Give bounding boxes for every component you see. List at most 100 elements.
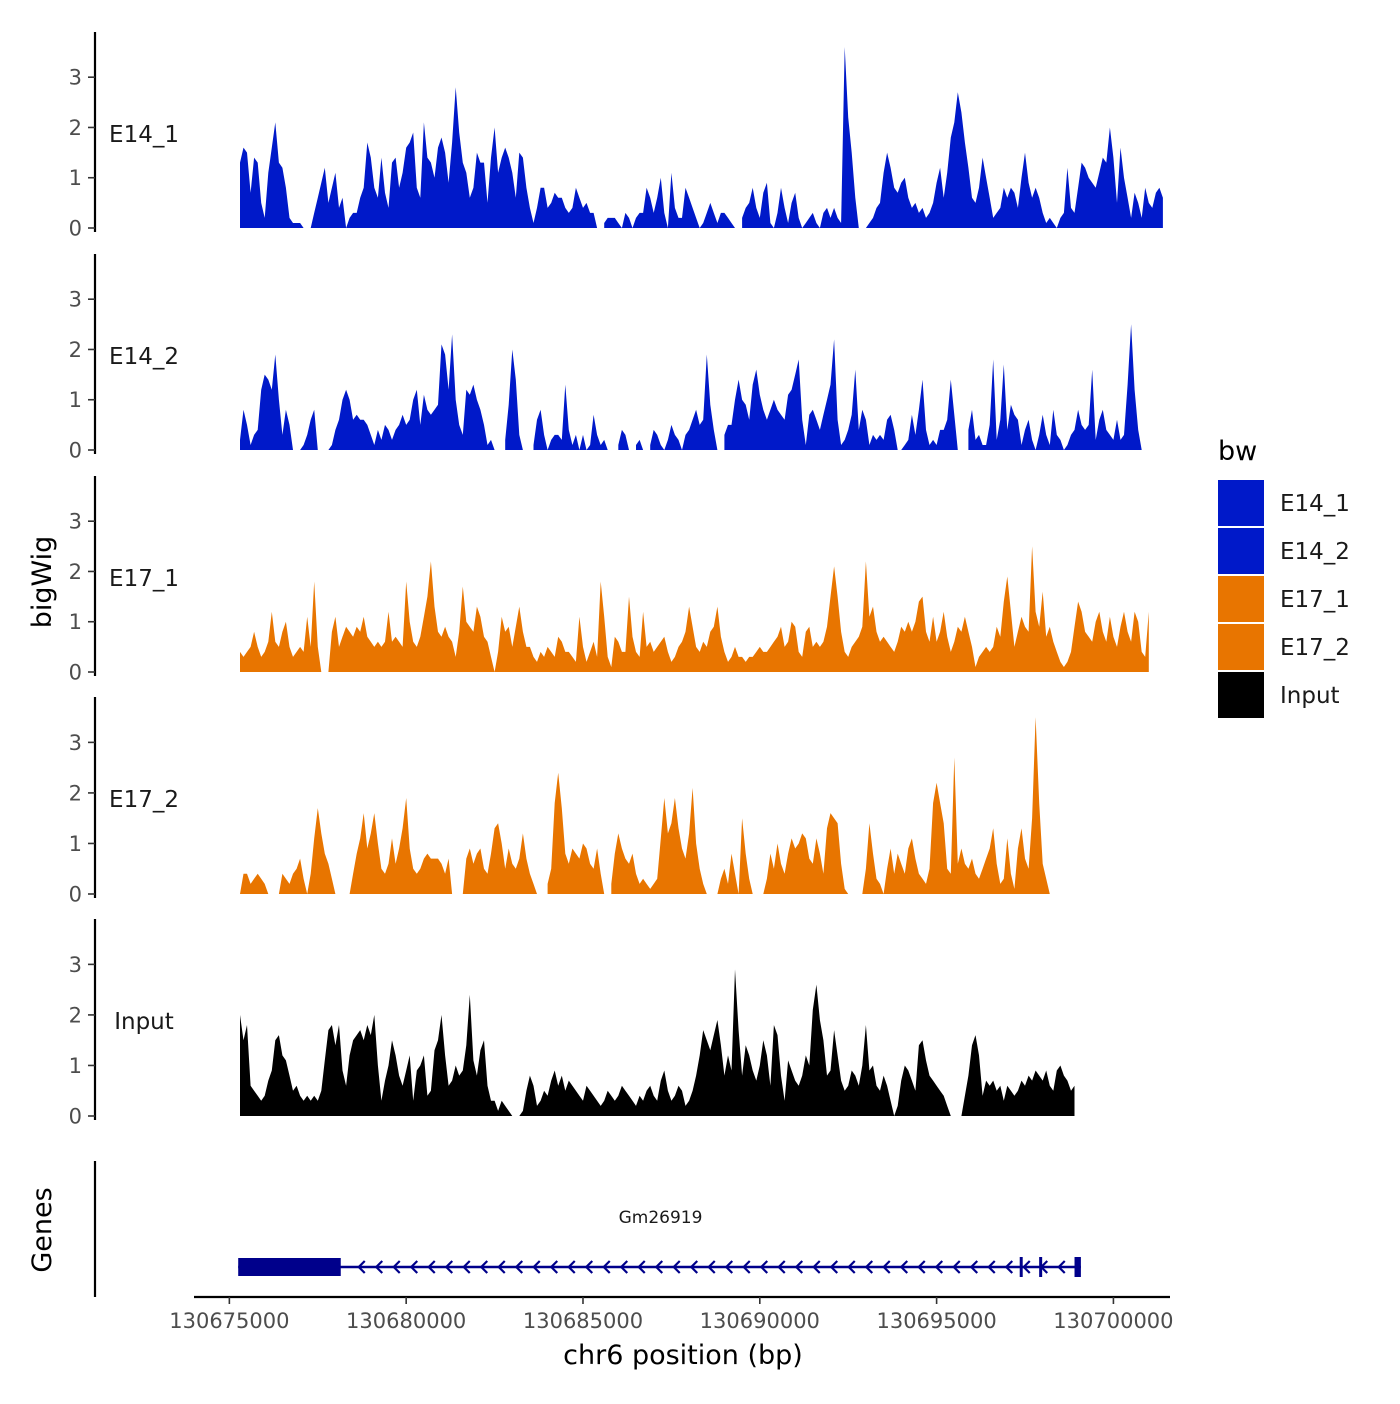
area-e14_2-segment-0 bbox=[240, 354, 293, 450]
strand-arrow bbox=[777, 1260, 786, 1274]
y-tick-label-e14_2-1: 1 bbox=[69, 388, 82, 412]
legend-title: bw bbox=[1218, 436, 1257, 467]
area-e14_2-segment-2 bbox=[328, 334, 495, 450]
area-e17_2-segment-0 bbox=[240, 873, 269, 894]
strand-arrow bbox=[829, 1260, 839, 1274]
strand-arrow bbox=[864, 1260, 874, 1274]
y-tick-label-e17_2-1: 1 bbox=[69, 832, 82, 856]
strand-arrow bbox=[934, 1260, 944, 1274]
y-tick-label-input-1: 1 bbox=[69, 1054, 82, 1078]
x-tick-label-5: 130700000 bbox=[1053, 1309, 1173, 1333]
area-e17_1-segment-1 bbox=[328, 546, 1149, 672]
strand-arrow bbox=[462, 1260, 471, 1274]
strand-arrow bbox=[759, 1260, 769, 1274]
panel-label-e14_1: E14_1 bbox=[109, 122, 179, 148]
y-tick-label-e14_1-0: 0 bbox=[69, 217, 82, 241]
gene-label: Gm26919 bbox=[619, 1208, 703, 1228]
track-panel-e17_1: 0 1 2 3 E17_1 bbox=[69, 476, 1149, 685]
y-tick-label-input-2: 2 bbox=[69, 1003, 82, 1027]
x-tick-label-1: 130680000 bbox=[346, 1309, 466, 1333]
track-panel-e17_2: 0 1 2 3 E17_2 bbox=[69, 697, 1050, 907]
x-tick-label-3: 130690000 bbox=[700, 1309, 820, 1333]
area-e17_1-segment-0 bbox=[240, 581, 322, 672]
area-e17_2-segment-6 bbox=[717, 818, 753, 894]
strand-arrow bbox=[707, 1260, 716, 1274]
area-input-segment-2 bbox=[961, 1035, 1075, 1116]
area-e14_2-segment-3 bbox=[505, 349, 523, 450]
legend-label-e14_1: E14_1 bbox=[1280, 491, 1350, 517]
strand-arrow bbox=[812, 1260, 821, 1274]
area-e14_1-segment-1 bbox=[310, 87, 598, 228]
gene-track-title: Genes bbox=[27, 1187, 58, 1272]
y-tick-label-e17_1-3: 3 bbox=[69, 510, 82, 534]
area-e17_2-segment-7 bbox=[763, 813, 849, 894]
area-e14_2-segment-1 bbox=[300, 409, 318, 450]
area-e14_1-segment-4 bbox=[865, 92, 1163, 228]
panel-label-e17_2: E17_2 bbox=[109, 787, 179, 813]
gene-exon-0 bbox=[238, 1258, 341, 1276]
strand-arrow bbox=[532, 1260, 541, 1274]
area-e17_2-segment-5 bbox=[611, 787, 707, 894]
legend-label-e17_2: E17_2 bbox=[1280, 635, 1350, 661]
strand-arrow bbox=[567, 1260, 576, 1274]
area-e14_1-segment-2 bbox=[604, 172, 735, 228]
strand-arrow bbox=[619, 1260, 629, 1274]
panel-label-e14_2: E14_2 bbox=[109, 344, 179, 370]
legend-label-e17_1: E17_1 bbox=[1280, 587, 1350, 613]
y-tick-label-e14_2-0: 0 bbox=[69, 439, 82, 463]
x-tick-label-0: 130675000 bbox=[169, 1309, 289, 1333]
strand-arrow bbox=[654, 1260, 664, 1274]
y-tick-label-e17_1-1: 1 bbox=[69, 610, 82, 634]
y-tick-label-e14_2-2: 2 bbox=[69, 338, 82, 362]
legend-label-e14_2: E14_2 bbox=[1280, 539, 1350, 565]
strand-arrow bbox=[549, 1260, 559, 1274]
y-tick-label-e14_1-2: 2 bbox=[69, 116, 82, 140]
area-input-segment-0 bbox=[240, 994, 513, 1116]
strand-arrow bbox=[882, 1260, 891, 1274]
area-e14_1-segment-3 bbox=[742, 47, 859, 228]
strand-arrow bbox=[689, 1260, 699, 1274]
y-tick-label-input-0: 0 bbox=[69, 1105, 82, 1129]
legend-label-input: Input bbox=[1280, 683, 1340, 709]
strand-arrow bbox=[724, 1260, 734, 1274]
gene-exon-2 bbox=[1039, 1257, 1043, 1277]
gene-gm26919: Gm26919 bbox=[238, 1208, 1081, 1277]
strand-arrow bbox=[602, 1260, 611, 1274]
strand-arrow bbox=[899, 1260, 909, 1274]
strand-arrow bbox=[444, 1260, 454, 1274]
legend: bw E14_1 E14_2 E17_1 E17_2 Input bbox=[1218, 436, 1350, 718]
area-e14_2-segment-9 bbox=[968, 324, 1142, 450]
area-input-segment-1 bbox=[519, 969, 951, 1116]
area-e17_2-segment-1 bbox=[278, 808, 336, 894]
gene-track: Gm26919 bbox=[93, 1161, 1081, 1297]
panel-label-e17_1: E17_1 bbox=[109, 566, 179, 592]
y-tick-label-e17_2-3: 3 bbox=[69, 731, 82, 755]
area-e17_2-segment-8 bbox=[862, 717, 1050, 894]
strand-arrow bbox=[479, 1260, 489, 1274]
track-panel-e14_2: 0 1 2 3 E14_2 bbox=[69, 254, 1142, 463]
area-e14_2-segment-4 bbox=[533, 384, 608, 450]
area-e14_2-segment-5 bbox=[618, 429, 629, 450]
y-tick-label-e17_2-2: 2 bbox=[69, 781, 82, 805]
strand-arrow bbox=[1004, 1260, 1014, 1274]
strand-arrow bbox=[497, 1260, 506, 1274]
x-tick-label-2: 130685000 bbox=[523, 1309, 643, 1333]
legend-swatch-e17_2 bbox=[1218, 624, 1264, 670]
strand-arrow bbox=[794, 1260, 804, 1274]
strand-arrow bbox=[847, 1260, 856, 1274]
panel-label-input: Input bbox=[114, 1009, 174, 1035]
area-e14_2-segment-7 bbox=[650, 354, 718, 450]
area-e14_2-segment-6 bbox=[636, 439, 644, 450]
strand-arrow bbox=[952, 1260, 961, 1274]
y-tick-label-e14_1-1: 1 bbox=[69, 166, 82, 190]
area-e17_2-segment-4 bbox=[547, 772, 605, 894]
y-tick-label-e17_1-0: 0 bbox=[69, 661, 82, 685]
x-axis: 130675000 130680000 130685000 130690000 1306… bbox=[169, 1295, 1174, 1333]
area-e14_1-segment-0 bbox=[240, 122, 304, 228]
y-tick-label-input-3: 3 bbox=[69, 953, 82, 977]
strand-arrow bbox=[357, 1260, 366, 1274]
strand-arrow bbox=[987, 1260, 996, 1274]
x-axis-title: chr6 position (bp) bbox=[563, 1340, 803, 1371]
legend-swatch-input bbox=[1218, 672, 1264, 718]
